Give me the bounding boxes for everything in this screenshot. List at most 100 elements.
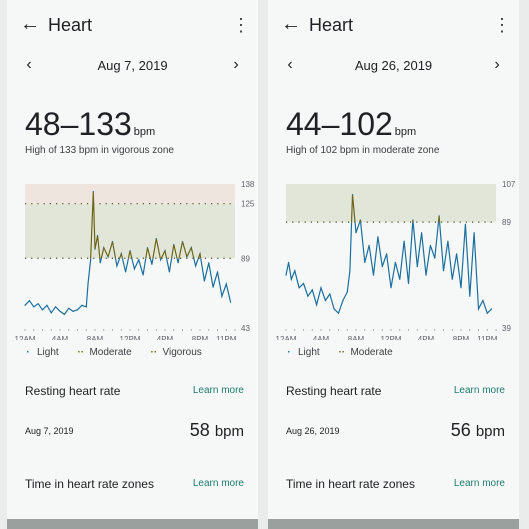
heart-rate-point [72, 310, 74, 312]
heart-rate-point [329, 293, 331, 295]
heart-rate-point [416, 266, 418, 268]
resting-heart-rate-title: Resting heart rate [286, 384, 382, 398]
heart-rate-point [359, 219, 361, 221]
previous-day-chevron-icon[interactable]: ‹ [287, 56, 293, 73]
heart-rate-line-light [285, 222, 493, 315]
chart-legend: · Light ·· Moderate ·· Vigorous [25, 347, 218, 358]
heart-rate-point [142, 274, 144, 276]
app-bar: ← Heart ⋮ [268, 0, 519, 50]
heart-rate-point [212, 286, 214, 288]
heart-rate-point [221, 295, 223, 297]
heart-rate-point [92, 191, 94, 193]
heart-rate-point [116, 265, 118, 267]
resting-learn-more-link[interactable]: Learn more [192, 385, 244, 396]
legend-vigorous-label: Vigorous [162, 347, 202, 358]
x-tick-label: 4PM [418, 335, 435, 340]
heart-rate-chart[interactable]: 107 89 39 12AM 4AM 8AM 12PM 4PM 8PM 11PM [268, 170, 519, 340]
heart-rate-point [155, 238, 157, 240]
resting-unit: bpm [214, 423, 244, 440]
heart-rate-point [107, 256, 109, 258]
heart-rate-point [290, 278, 292, 280]
heart-rate-point [94, 248, 96, 250]
resting-number: 56 [450, 420, 471, 440]
heart-rate-point [81, 304, 83, 306]
back-arrow-icon[interactable]: ← [20, 13, 40, 35]
heart-rate-point [403, 240, 405, 242]
heart-rate-point [333, 308, 335, 310]
heart-rate-point [429, 244, 431, 246]
heart-rate-point [316, 304, 318, 306]
x-tick-label: 4PM [157, 335, 174, 340]
heart-rate-point [199, 253, 201, 255]
heart-rate-point [129, 250, 131, 252]
more-menu-icon[interactable]: ⋮ [232, 15, 250, 35]
heart-rate-point [190, 247, 192, 249]
heart-rate-point [451, 278, 453, 280]
zones-learn-more-link[interactable]: Learn more [453, 478, 505, 489]
legend-moderate-label: Moderate [89, 347, 132, 358]
heart-rate-point [349, 270, 351, 272]
heart-rate-chart[interactable]: 138 125 89 43 12AM 4AM 8AM 12PM 4PM 8PM 11PM [7, 170, 258, 340]
next-day-chevron-icon[interactable]: › [233, 56, 239, 73]
light-zone-dot-icon: · [287, 347, 291, 358]
legend-light: · Light [25, 347, 58, 358]
resting-value: 58 bpm [190, 420, 244, 441]
heart-rate-point [37, 303, 39, 305]
selected-date: Aug 26, 2019 [354, 58, 433, 73]
heart-rate-point [469, 295, 471, 297]
x-tick-label: 12AM [276, 335, 297, 340]
heart-rate-point [346, 291, 348, 293]
heart-rate-point [160, 259, 162, 261]
y-tick-label: 89 [502, 218, 511, 227]
heart-rate-point [97, 234, 99, 237]
heart-rate-point [491, 308, 493, 310]
heart-rate-point [302, 282, 305, 285]
heart-rate-point [394, 261, 396, 263]
heart-rate-point [50, 312, 52, 314]
zones-learn-more-link[interactable]: Learn more [192, 478, 244, 489]
heart-rate-point [386, 253, 388, 255]
heart-rate-point [456, 253, 458, 255]
app-bar: ← Heart ⋮ [7, 0, 258, 50]
x-tick-label: 8PM [192, 335, 209, 340]
heart-screen-right: ← Heart ⋮ ‹ Aug 26, 2019 › 44–102 bpm Hig… [268, 0, 519, 529]
resting-learn-more-link[interactable]: Learn more [453, 385, 505, 396]
heart-rate-point [177, 262, 179, 264]
moderate-zone-dots-icon: ·· [338, 347, 346, 358]
x-tick-label: 8PM [453, 335, 470, 340]
vigorous-zone-band [25, 184, 235, 204]
y-tick-label: 39 [502, 324, 511, 333]
x-tick-label: 11PM [477, 335, 498, 340]
heart-rate-point [87, 283, 89, 285]
heart-screen-left: ← Heart ⋮ ‹ Aug 7, 2019 › 48–133 bpm High… [7, 0, 258, 529]
resting-date: Aug 7, 2019 [25, 426, 74, 436]
x-tick-label: 4AM [313, 335, 330, 340]
back-arrow-icon[interactable]: ← [281, 13, 301, 35]
y-tick-label: 89 [241, 254, 250, 263]
heart-rate-point [186, 256, 188, 258]
heart-rate-point [434, 257, 436, 259]
legend-light: · Light [286, 347, 320, 358]
heart-rate-point [372, 274, 375, 276]
chart-legend: · Light ·· Moderate [286, 347, 409, 358]
heart-rate-point [464, 223, 466, 225]
x-tick-label: 12AM [15, 335, 36, 340]
heart-rate-point [447, 240, 449, 242]
selected-date: Aug 7, 2019 [97, 58, 168, 73]
heart-rate-range: 44–102 bpm [286, 106, 416, 150]
heart-rate-point [46, 304, 48, 306]
previous-day-chevron-icon[interactable]: ‹ [26, 56, 32, 73]
heart-rate-point [368, 244, 370, 246]
range-value: 48–133 [25, 106, 132, 142]
next-day-chevron-icon[interactable]: › [494, 56, 500, 73]
heart-rate-point [225, 283, 227, 285]
heart-rate-point [460, 287, 462, 289]
heart-rate-point [208, 262, 210, 264]
more-menu-icon[interactable]: ⋮ [493, 15, 511, 35]
heart-rate-point [307, 295, 309, 297]
heart-rate-point [442, 270, 445, 272]
legend-light-label: Light [298, 347, 320, 358]
heart-rate-point [125, 271, 127, 273]
heart-rate-point [320, 287, 322, 289]
heart-rate-point [138, 259, 140, 261]
